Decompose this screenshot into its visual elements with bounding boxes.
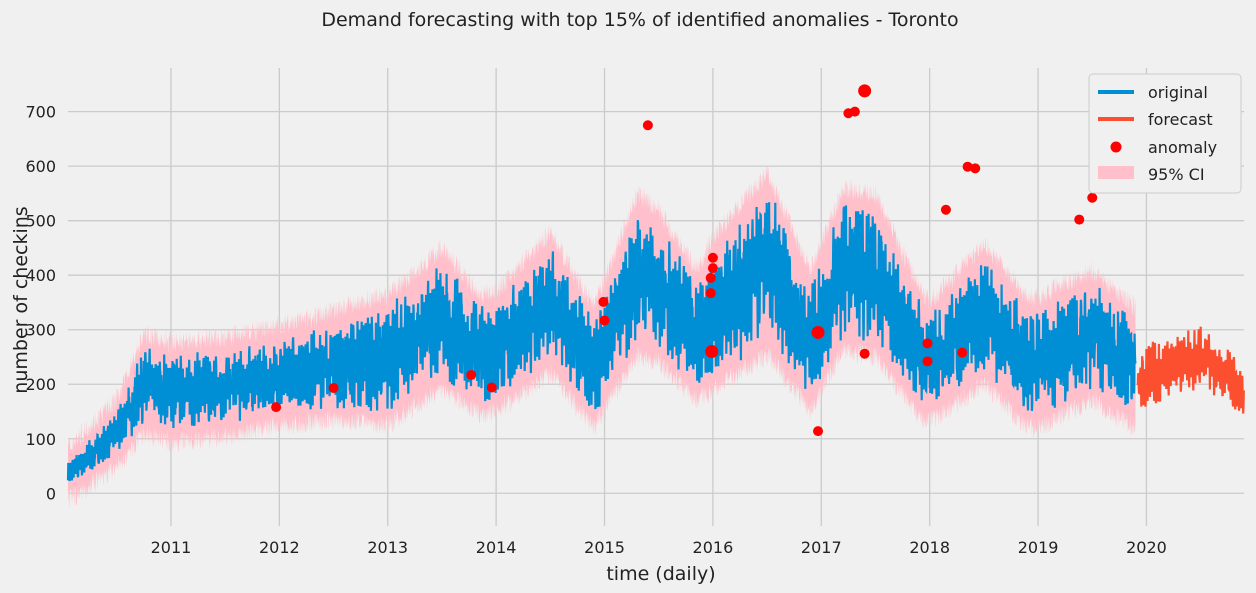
y-tick-label: 200 — [25, 375, 56, 394]
y-tick-label: 500 — [25, 212, 56, 231]
anomaly-point-15 — [849, 106, 860, 117]
y-tick-label: 600 — [25, 157, 56, 176]
legend-anomaly-swatch — [1110, 141, 1122, 153]
anomaly-point-6 — [642, 120, 653, 131]
anomaly-points — [271, 84, 1098, 437]
x-tick-label: 2020 — [1126, 538, 1167, 557]
anomaly-point-3 — [486, 382, 497, 393]
chart-title: Demand forecasting with top 15% of ident… — [321, 9, 958, 31]
legend-forecast-label: forecast — [1148, 110, 1213, 129]
y-tick-label: 300 — [25, 321, 56, 340]
anomaly-point-18 — [922, 338, 933, 349]
anomaly-point-0 — [271, 402, 282, 413]
legend-ci-swatch — [1098, 166, 1134, 179]
anomaly-point-11 — [707, 263, 718, 274]
legend-anomaly-label: anomaly — [1148, 138, 1217, 157]
legend: original forecast anomaly 95% CI — [1088, 73, 1242, 194]
anomaly-point-16 — [859, 348, 870, 359]
x-tick-label: 2011 — [151, 538, 192, 557]
x-tick-label: 2015 — [584, 538, 625, 557]
anomaly-point-8 — [705, 272, 716, 283]
anomaly-point-2 — [466, 369, 477, 380]
forecast-line — [1136, 326, 1245, 414]
x-tick-label: 2018 — [909, 538, 950, 557]
x-tick-label: 2014 — [476, 538, 517, 557]
anomaly-point-23 — [970, 163, 981, 174]
x-tick-label: 2012 — [259, 538, 300, 557]
x-axis-label: time (daily) — [606, 563, 715, 585]
anomaly-point-17 — [858, 84, 872, 98]
anomaly-point-4 — [598, 296, 609, 307]
anomaly-point-24 — [1074, 214, 1085, 225]
anomaly-point-22 — [962, 161, 973, 172]
anomaly-point-1 — [328, 383, 339, 394]
forecast-series — [1136, 326, 1245, 414]
anomaly-point-25 — [1087, 192, 1098, 203]
y-tick-label: 700 — [25, 103, 56, 122]
anomaly-point-12 — [811, 325, 825, 339]
y-axis-ticks: 0 100 200 300 400 500 600 700 — [25, 103, 56, 504]
legend-original-label: original — [1148, 83, 1208, 102]
legend-box — [1088, 73, 1242, 194]
x-tick-label: 2019 — [1018, 538, 1059, 557]
anomaly-point-13 — [813, 426, 824, 437]
x-tick-label: 2016 — [693, 538, 734, 557]
anomaly-point-7 — [705, 288, 716, 299]
anomaly-point-5 — [599, 315, 610, 326]
anomaly-point-10 — [707, 252, 718, 263]
y-axis-label: number of checkins — [10, 206, 32, 393]
y-tick-label: 100 — [25, 430, 56, 449]
anomaly-point-19 — [922, 356, 933, 367]
x-tick-label: 2013 — [367, 538, 408, 557]
x-axis-ticks: 2011 2012 2013 2014 2015 2016 2017 2018 2019 2020 — [151, 538, 1167, 557]
y-tick-label: 0 — [46, 484, 56, 503]
anomaly-point-21 — [957, 347, 968, 358]
anomaly-point-20 — [940, 204, 951, 215]
anomaly-point-9 — [705, 345, 719, 359]
x-tick-label: 2017 — [801, 538, 842, 557]
y-tick-label: 400 — [25, 266, 56, 285]
legend-ci-label: 95% CI — [1148, 165, 1205, 184]
